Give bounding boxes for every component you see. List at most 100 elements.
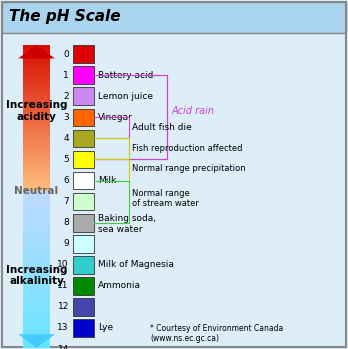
Bar	[24, 251, 50, 254]
Bar	[24, 184, 50, 187]
Bar	[73, 66, 94, 84]
Bar	[24, 135, 50, 138]
Bar	[24, 264, 50, 267]
Polygon shape	[18, 45, 55, 58]
Bar	[24, 52, 50, 55]
Bar	[24, 164, 50, 167]
Bar	[24, 236, 50, 239]
Bar	[24, 159, 50, 162]
Text: The pH Scale: The pH Scale	[9, 9, 120, 24]
Bar	[24, 45, 50, 47]
Bar	[24, 123, 50, 126]
Bar	[24, 212, 50, 215]
Bar	[24, 111, 50, 113]
Bar	[24, 340, 50, 343]
Bar	[24, 314, 50, 317]
Bar	[24, 162, 50, 165]
Bar	[24, 138, 50, 140]
Text: 10: 10	[57, 260, 69, 269]
Text: Battery acid: Battery acid	[98, 71, 153, 80]
Bar	[24, 47, 50, 50]
Text: Increasing
acidity: Increasing acidity	[6, 100, 67, 122]
Bar	[24, 277, 50, 280]
Bar	[24, 290, 50, 294]
Text: Increasing
alkalinity: Increasing alkalinity	[6, 265, 67, 286]
Bar	[24, 194, 50, 197]
Bar	[24, 152, 50, 155]
Text: 4: 4	[63, 134, 69, 143]
Bar	[24, 181, 50, 184]
Bar	[24, 335, 50, 338]
Bar	[2, 2, 346, 33]
Bar	[73, 172, 94, 190]
Bar	[24, 76, 50, 79]
Text: 8: 8	[63, 218, 69, 227]
Bar	[24, 59, 50, 62]
Bar	[24, 304, 50, 306]
Text: Normal range
of stream water: Normal range of stream water	[132, 189, 199, 208]
Text: Lye: Lye	[98, 324, 113, 333]
Bar	[73, 256, 94, 274]
Bar	[24, 177, 50, 179]
Bar	[24, 325, 50, 327]
Text: 3: 3	[63, 113, 69, 122]
Bar	[24, 309, 50, 312]
Bar	[24, 94, 50, 96]
Bar	[24, 120, 50, 123]
Text: 7: 7	[63, 197, 69, 206]
Bar	[24, 54, 50, 57]
Bar	[24, 280, 50, 283]
Bar	[24, 233, 50, 236]
Bar	[24, 215, 50, 218]
Text: Acid rain: Acid rain	[171, 106, 214, 116]
Bar	[24, 225, 50, 228]
Bar	[24, 113, 50, 116]
Bar	[73, 109, 94, 126]
Bar	[24, 69, 50, 72]
Bar	[24, 74, 50, 77]
Bar	[24, 228, 50, 231]
Bar	[24, 79, 50, 82]
Bar	[24, 116, 50, 118]
Bar	[24, 101, 50, 104]
Bar	[24, 57, 50, 60]
Bar	[24, 118, 50, 121]
Text: 11: 11	[57, 281, 69, 290]
Bar	[24, 317, 50, 320]
Text: 1: 1	[63, 71, 69, 80]
Bar	[73, 193, 94, 210]
Bar	[24, 62, 50, 65]
Bar	[24, 145, 50, 148]
Bar	[24, 96, 50, 99]
Bar	[24, 230, 50, 233]
Bar	[24, 67, 50, 69]
Bar	[24, 241, 50, 244]
Bar	[24, 243, 50, 246]
Bar	[24, 267, 50, 270]
Bar	[24, 140, 50, 143]
Bar	[24, 262, 50, 265]
Bar	[24, 209, 50, 213]
Bar	[24, 189, 50, 192]
Bar	[24, 345, 50, 348]
Bar	[73, 319, 94, 337]
Bar	[73, 45, 94, 63]
Bar	[24, 293, 50, 296]
Bar	[24, 207, 50, 210]
Bar	[24, 130, 50, 133]
Bar	[24, 288, 50, 291]
Polygon shape	[18, 334, 55, 348]
Bar	[24, 98, 50, 101]
Bar	[24, 142, 50, 145]
Text: 0: 0	[63, 50, 69, 59]
Bar	[24, 128, 50, 131]
Text: * Courtesy of Environment Canada
(www.ns.ec.gc.ca): * Courtesy of Environment Canada (www.ns…	[150, 324, 284, 343]
Bar	[73, 298, 94, 316]
Text: Neutral: Neutral	[15, 186, 58, 196]
Text: Lemon juice: Lemon juice	[98, 92, 153, 101]
Bar	[24, 238, 50, 241]
Bar	[24, 257, 50, 259]
Text: Adult fish die: Adult fish die	[132, 124, 192, 132]
Bar	[24, 89, 50, 91]
Bar	[24, 332, 50, 335]
